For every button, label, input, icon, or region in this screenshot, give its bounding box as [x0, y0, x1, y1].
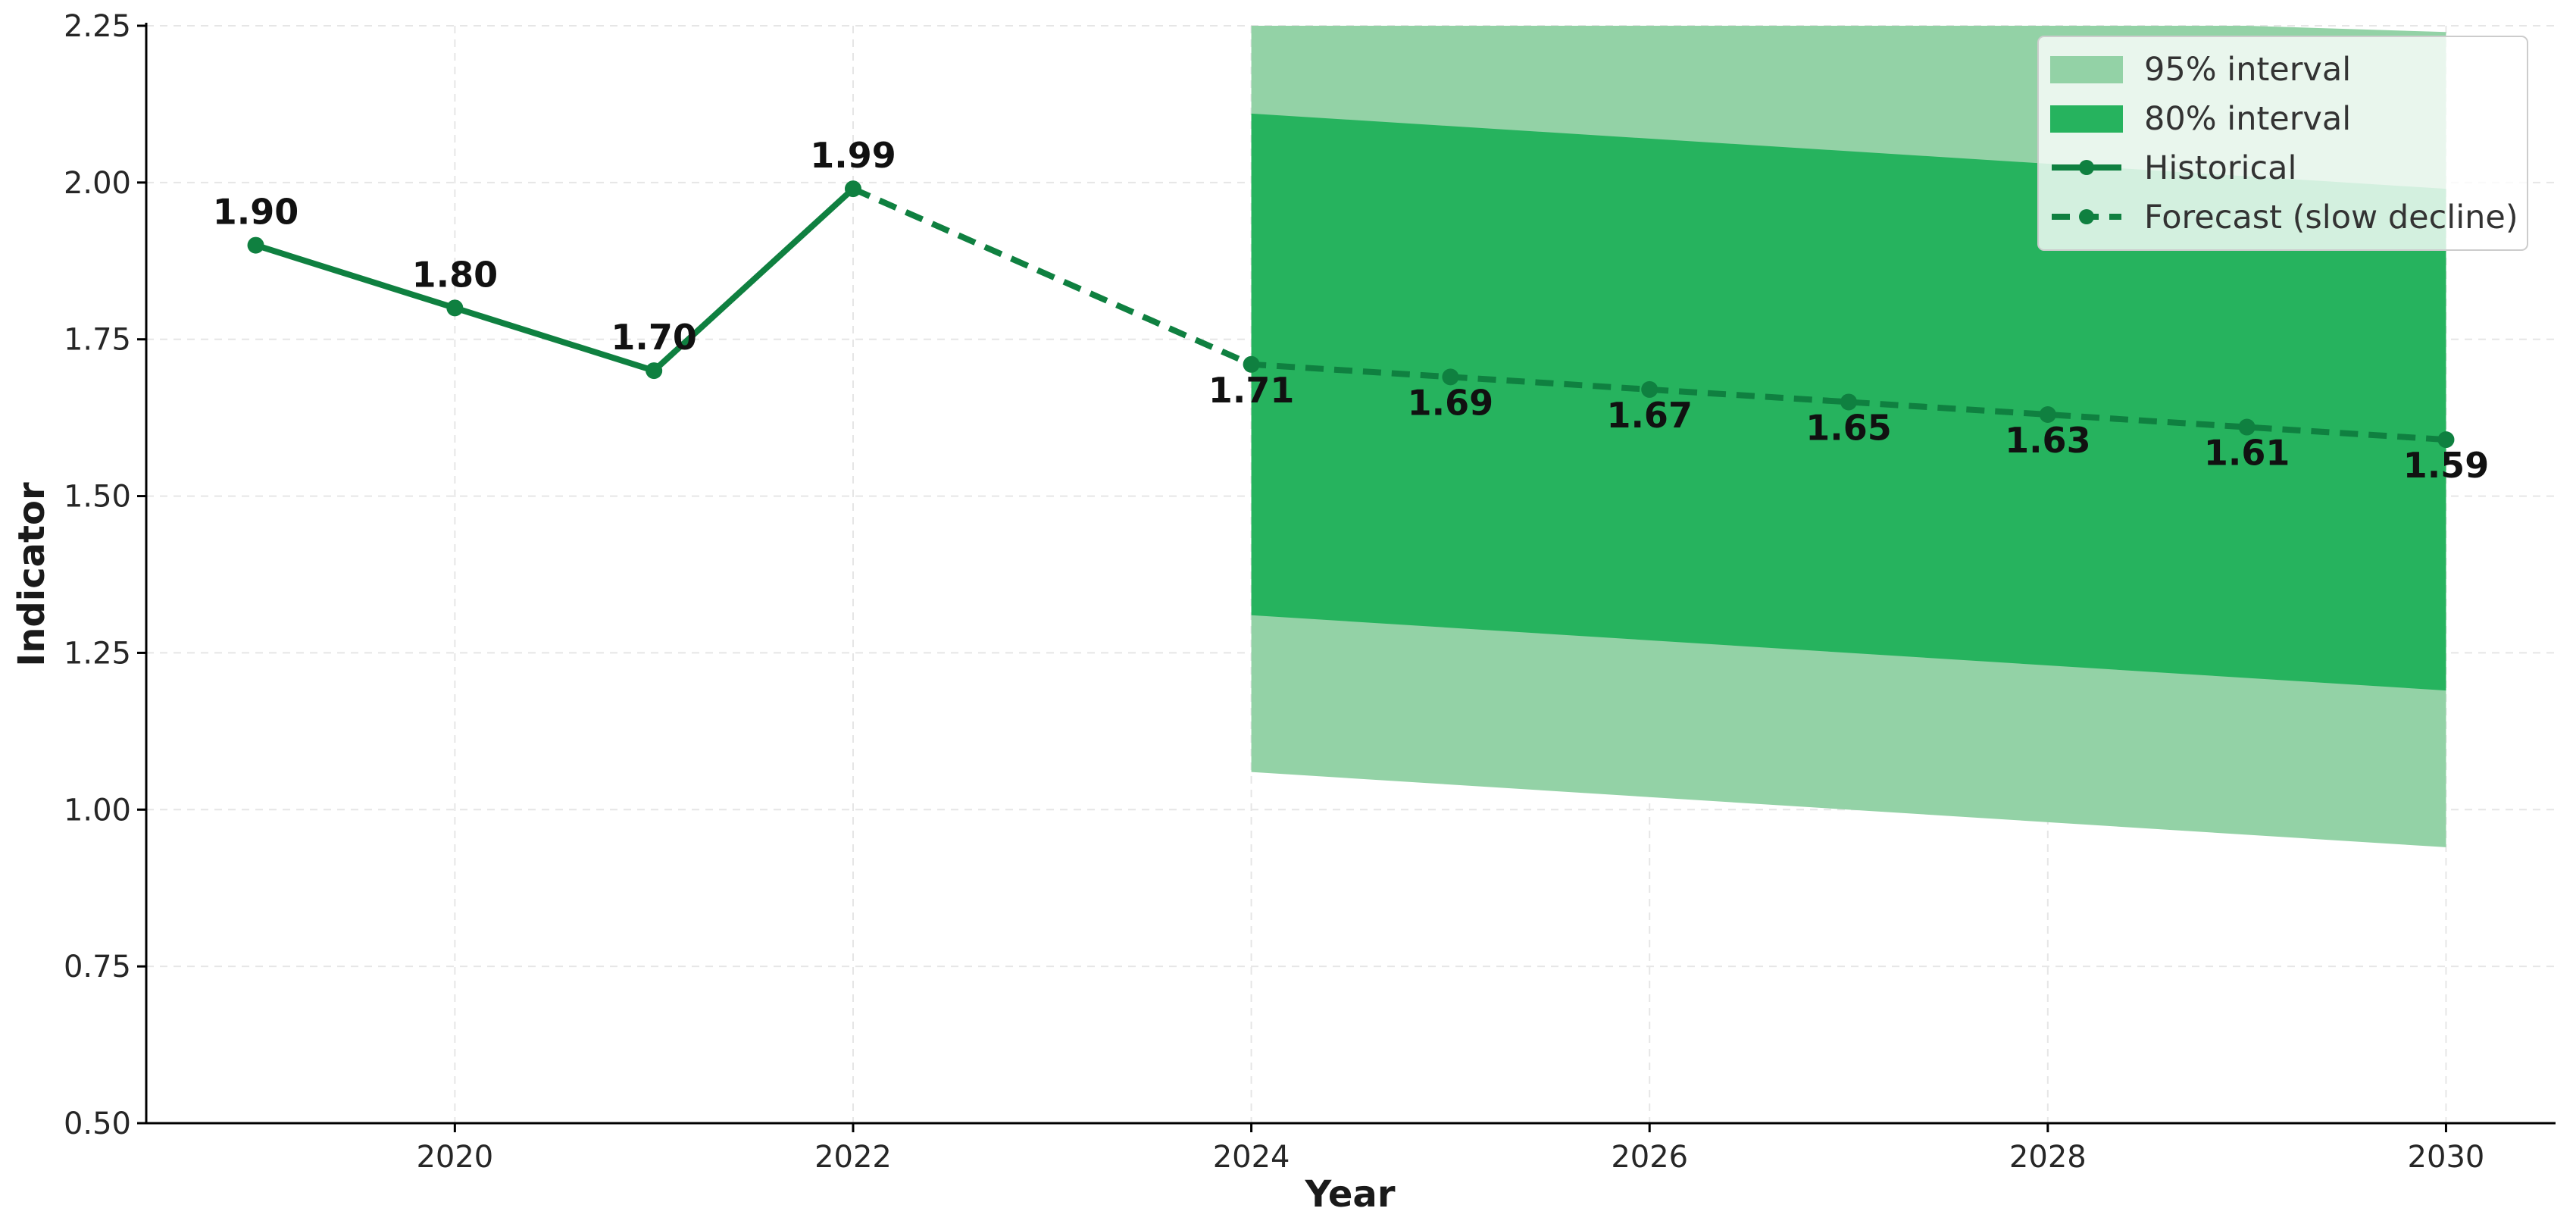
y-axis-title: Indicator: [11, 482, 53, 667]
x-tick-label-4: 2028: [2009, 1140, 2087, 1175]
y-tick-label-7: 2.25: [64, 9, 131, 44]
y-tick-label-1: 0.75: [64, 950, 131, 984]
y-tick-label-6: 2.00: [64, 166, 131, 201]
historical-label-0: 1.90: [213, 192, 299, 233]
legend-marker-historical: [2079, 160, 2094, 175]
y-tick-label-4: 1.50: [64, 480, 131, 515]
forecast-point-4: [2039, 406, 2056, 424]
forecast-label-2: 1.67: [1606, 395, 1693, 436]
forecast-point-1: [1442, 368, 1459, 386]
x-axis-title: Year: [1305, 1173, 1396, 1216]
y-tick-label-0: 0.50: [64, 1106, 131, 1141]
y-tick-label-5: 1.75: [64, 323, 131, 358]
historical-line: [255, 186, 855, 374]
series-lines: [255, 186, 2446, 443]
legend-swatch-80: [2050, 105, 2123, 133]
historical-point-2: [646, 362, 663, 380]
historical-point-3: [844, 180, 861, 198]
x-tick-label-0: 2020: [416, 1140, 493, 1175]
forecast-point-0: [1243, 355, 1260, 373]
tick-labels: 0.50 0.75 1.00 1.25 1.50 1.75 2.00 2.25 2020 2022…: [64, 9, 2484, 1175]
legend-marker-forecast: [2079, 209, 2094, 224]
series-points: [247, 180, 2455, 449]
historical-label-1: 1.80: [412, 254, 499, 295]
legend-label-forecast: Forecast (slow decline): [2144, 199, 2518, 236]
legend-box: [2037, 36, 2528, 251]
historical-point-1: [446, 299, 464, 317]
forecast-point-5: [2238, 418, 2256, 436]
legend-label-historical: Historical: [2144, 149, 2296, 187]
forecast-label-5: 1.61: [2204, 433, 2290, 474]
forecast-point-2: [1641, 380, 1658, 398]
legend-label-95: 95% interval: [2144, 51, 2351, 89]
x-tick-label-5: 2030: [2408, 1140, 2485, 1175]
axes: [137, 23, 2556, 1132]
forecast-label-0: 1.71: [1208, 370, 1295, 411]
forecast-point-6: [2437, 431, 2455, 449]
data-labels: 1.90 1.80 1.70 1.99 1.71 1.69 1.67 1.65 1.63 1.61…: [213, 135, 2489, 486]
forecast-label-4: 1.63: [2005, 420, 2091, 461]
legend-label-80: 80% interval: [2144, 100, 2351, 138]
x-tick-label-2: 2024: [1213, 1140, 1290, 1175]
x-tick-label-1: 2022: [814, 1140, 892, 1175]
historical-label-3: 1.99: [810, 135, 896, 176]
forecast-line: [852, 186, 2446, 443]
historical-label-2: 1.70: [611, 317, 697, 358]
forecast-label-3: 1.65: [1805, 407, 1892, 448]
y-tick-label-2: 1.00: [64, 793, 131, 828]
historical-point-0: [247, 236, 264, 254]
forecast-point-3: [1840, 393, 1858, 411]
legend: 95% interval 80% interval Historical For…: [2037, 36, 2528, 251]
x-tick-label-3: 2026: [1611, 1140, 1688, 1175]
forecast-label-1: 1.69: [1408, 382, 1494, 423]
legend-swatch-95: [2050, 56, 2123, 83]
y-tick-label-3: 1.25: [64, 636, 131, 671]
forecast-label-6: 1.59: [2403, 445, 2490, 486]
